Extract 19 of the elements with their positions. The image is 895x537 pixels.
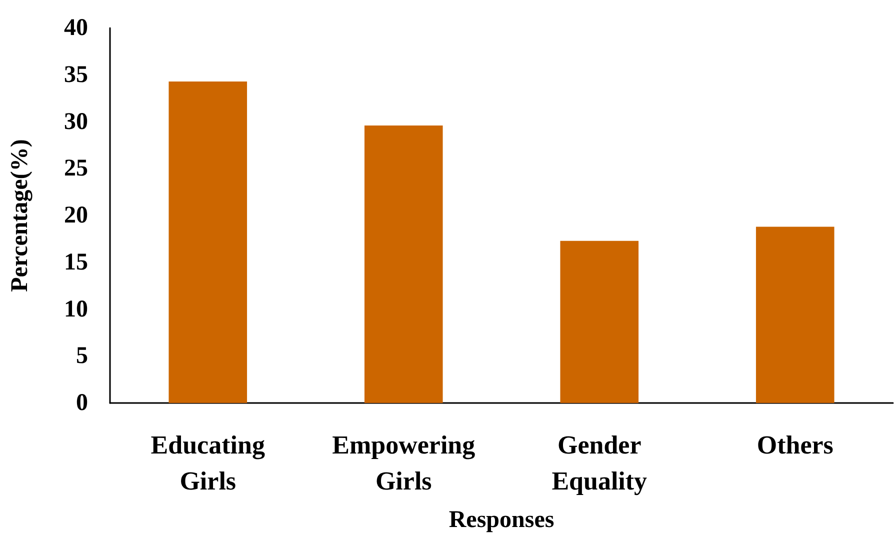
y-axis-title: Percentage(%)	[7, 139, 33, 292]
y-tick-label: 10	[64, 296, 88, 322]
bar	[364, 126, 443, 403]
y-tick-label: 35	[64, 62, 88, 88]
bar	[560, 240, 639, 403]
y-tick-label: 15	[64, 249, 88, 276]
x-tick-label: Educating Girls	[150, 430, 265, 496]
x-axis-title: Responses	[448, 507, 554, 533]
y-tick-label: 0	[76, 390, 88, 416]
x-tick-label: Gender Equality	[552, 430, 648, 496]
x-tick-label: Empowering Girls	[332, 430, 476, 496]
y-tick-label: 5	[76, 343, 88, 370]
y-tick-label: 30	[64, 108, 88, 135]
y-tick-label: 40	[64, 15, 88, 41]
x-tick-label: Others	[756, 430, 834, 460]
y-tick-label: 20	[64, 202, 88, 228]
bar	[756, 226, 834, 403]
y-tick-label: 25	[64, 156, 88, 182]
bar	[168, 81, 248, 403]
